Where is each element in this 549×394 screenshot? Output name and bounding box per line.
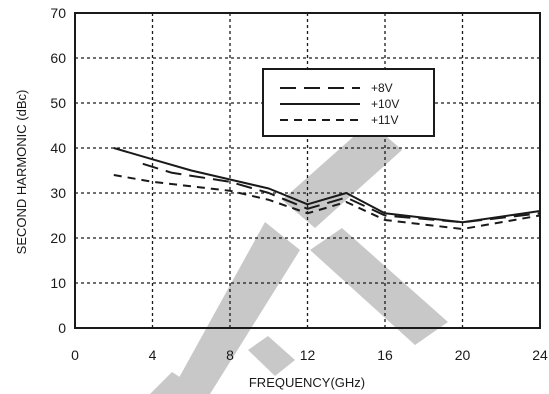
x-tick-label: 24 [532,347,548,363]
series-line-plus11V [113,174,541,230]
x-tick-label: 12 [300,347,316,363]
y-axis-label: SECOND HARMONIC (dBc) [14,90,29,255]
x-tick-label: 4 [149,347,157,363]
watermark-stroke-right [310,228,448,345]
y-axis-ticks: 0 10 20 30 40 50 60 70 [50,5,66,336]
legend-label: +8V [371,81,393,95]
series-line-plus8V [142,162,541,224]
legend-label: +11V [371,113,398,127]
y-tick-label: 60 [50,50,66,66]
x-tick-label: 0 [71,347,79,363]
x-axis-ticks: 0 4 8 12 16 20 24 [71,347,548,363]
y-tick-label: 20 [50,230,66,246]
watermark-stroke-lower [248,336,295,376]
x-tick-label: 16 [377,347,393,363]
y-tick-label: 70 [50,5,66,21]
watermark-stroke-small [150,372,206,394]
y-tick-label: 30 [50,185,66,201]
x-tick-label: 20 [455,347,471,363]
series-line-plus10V [113,147,541,224]
y-tick-label: 0 [58,320,66,336]
watermark-stroke-left [170,222,300,394]
y-tick-label: 10 [50,275,66,291]
legend: +8V +10V +11V [262,68,435,137]
x-axis-label: FREQUENCY(GHz) [249,375,365,390]
chart-grid [75,13,540,328]
y-tick-label: 50 [50,95,66,111]
x-tick-label: 8 [226,347,234,363]
plot-frame [74,12,541,329]
series-layer [113,147,541,230]
legend-label: +10V [371,97,399,111]
legend-box [262,68,435,137]
y-tick-label: 40 [50,140,66,156]
